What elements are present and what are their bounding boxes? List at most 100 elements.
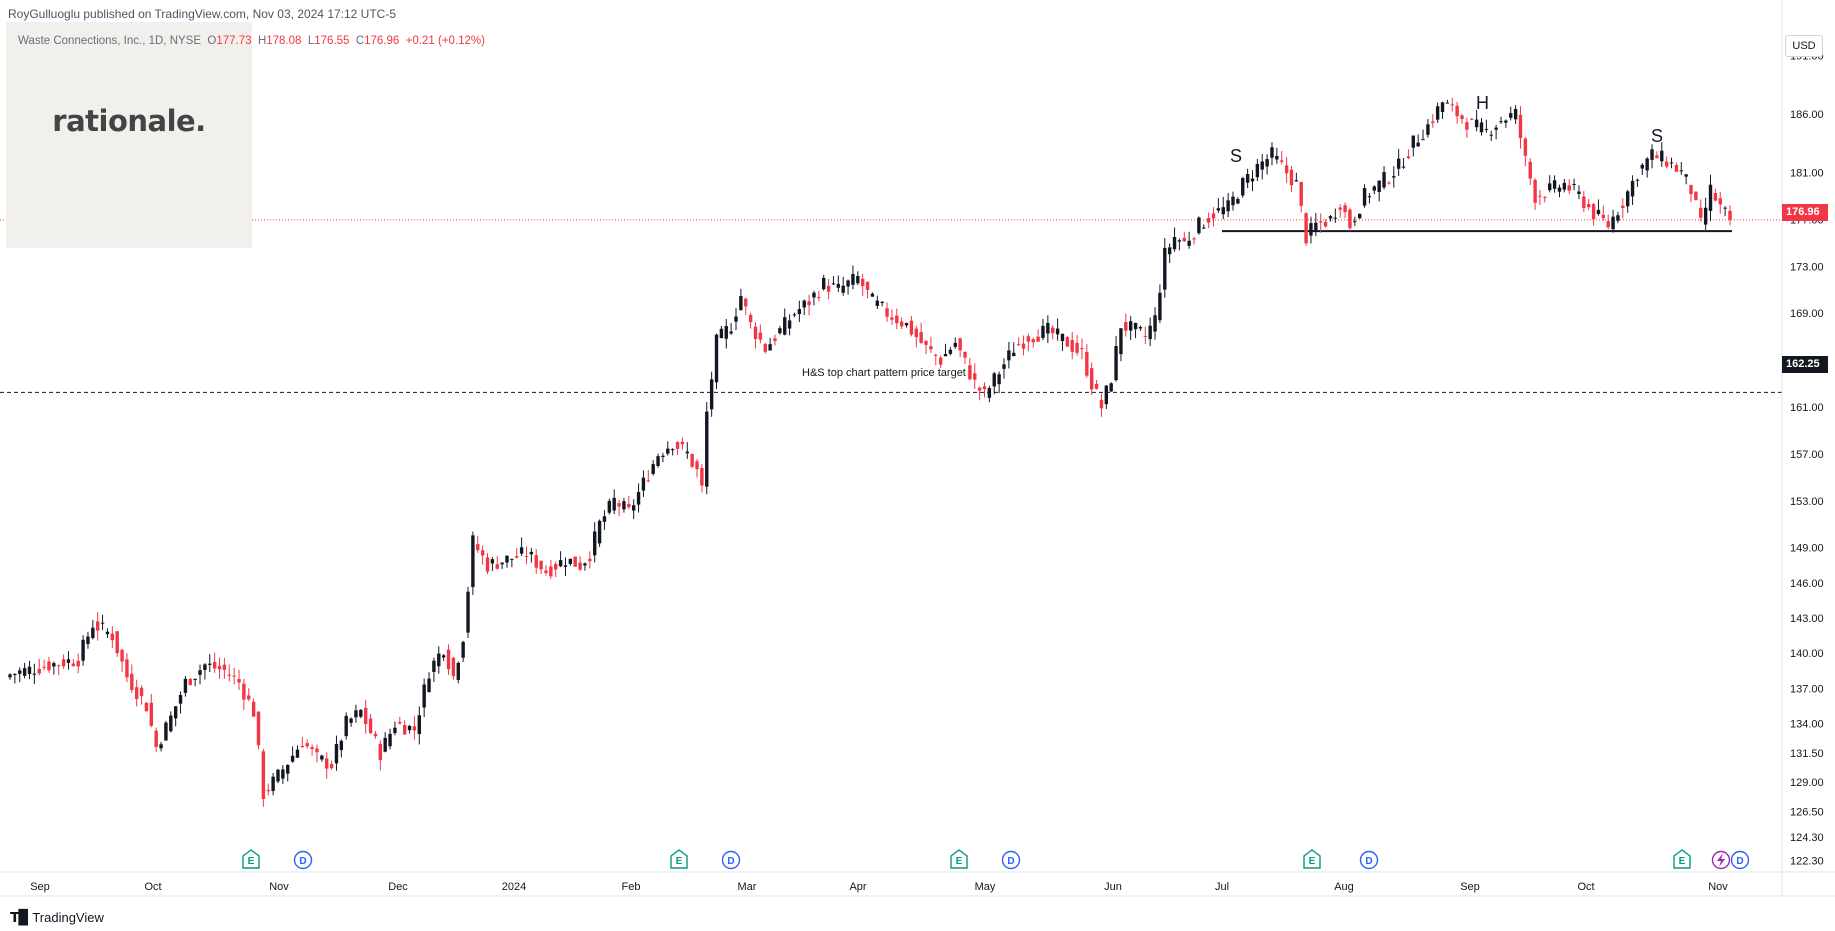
candle-body <box>1426 124 1430 135</box>
candle-body <box>1494 127 1498 130</box>
candle-body <box>1036 336 1040 342</box>
candle-body <box>685 451 689 454</box>
candle-body <box>139 687 144 696</box>
price-tick-label: 131.50 <box>1790 748 1824 760</box>
candle-body <box>865 281 870 290</box>
low-value: 176.55 <box>314 35 350 47</box>
candle-body <box>1309 223 1313 236</box>
earnings-marker-label: E <box>1679 856 1686 867</box>
candle-body <box>402 725 407 735</box>
candle-body <box>52 663 56 667</box>
high-value: 178.08 <box>266 35 302 47</box>
candle-body <box>349 718 353 723</box>
dividend-marker-label: D <box>299 856 306 867</box>
candle-body <box>441 655 446 658</box>
candle-body <box>1635 179 1640 181</box>
candle-body <box>1114 346 1118 381</box>
price-tick-label: 186.00 <box>1790 109 1824 121</box>
candle-body <box>295 749 300 758</box>
tradingview-footer[interactable]: 𝗧▉ TradingView <box>10 909 104 926</box>
candle-body <box>695 461 699 470</box>
candle-body <box>334 743 339 764</box>
candle-body <box>1177 240 1182 242</box>
candle-body <box>393 727 397 734</box>
candle-body <box>1265 159 1269 167</box>
candle-body <box>1133 322 1138 330</box>
candle-body <box>1421 139 1425 141</box>
candle-body <box>344 715 348 737</box>
time-tick-label: Oct <box>144 881 161 893</box>
candle-body <box>768 344 772 351</box>
candle-body <box>929 346 933 350</box>
candle-body <box>661 455 665 457</box>
candle-body <box>1348 209 1352 229</box>
candle-body <box>1392 176 1396 178</box>
candle-body <box>1080 348 1084 350</box>
candle-body <box>1153 315 1157 332</box>
candle-body <box>1065 337 1070 347</box>
symbol-legend[interactable]: Waste Connections, Inc., 1D, NYSE O177.7… <box>18 35 485 47</box>
candle-body <box>1640 164 1644 169</box>
candle-body <box>96 621 100 631</box>
candle-body <box>953 342 957 347</box>
candle-body <box>495 564 499 569</box>
candle-body <box>363 707 368 725</box>
candle-body <box>817 297 821 299</box>
candle-body <box>934 354 938 356</box>
candle-body <box>1543 197 1547 199</box>
candle-body <box>232 675 236 677</box>
left-shoulder-label: S <box>1230 146 1243 166</box>
candle-body <box>173 706 178 719</box>
candle-body <box>958 338 962 351</box>
candle-body <box>1499 121 1503 123</box>
candle-body <box>1016 344 1021 346</box>
candle-body <box>8 674 12 678</box>
candle-body <box>256 711 261 746</box>
candle-body <box>622 501 626 510</box>
candle-body <box>1713 192 1718 201</box>
candle-body <box>1294 180 1299 182</box>
candle-body <box>383 737 387 752</box>
price-tick-label: 161.00 <box>1790 402 1824 414</box>
candle-body <box>909 320 914 335</box>
currency-button[interactable]: USD <box>1785 35 1823 57</box>
price-tick-label: 143.00 <box>1790 613 1824 625</box>
price-tick-label: 140.00 <box>1790 648 1824 660</box>
target-price-tag: 162.25 <box>1782 356 1828 373</box>
candle-body <box>1582 196 1586 209</box>
candle-body <box>1509 113 1513 118</box>
candle-body <box>1465 122 1469 130</box>
candle-body <box>719 328 724 338</box>
candle-body <box>1567 185 1571 191</box>
candle-body <box>183 678 188 693</box>
candle-body <box>1577 191 1581 194</box>
candle-body <box>1455 105 1459 117</box>
candle-body <box>963 351 967 358</box>
close-label: C <box>355 35 365 47</box>
candle-body <box>130 673 134 691</box>
candle-body <box>490 559 495 564</box>
open-value: 177.73 <box>216 35 252 47</box>
candle-body <box>856 276 860 284</box>
candle-body <box>904 322 909 326</box>
candle-body <box>792 314 797 316</box>
candle-body <box>1304 213 1308 244</box>
candle-body <box>1611 216 1615 230</box>
candle-body <box>1655 155 1659 159</box>
candle-body <box>812 292 816 298</box>
candle-body <box>1538 195 1542 197</box>
candle-body <box>91 627 95 639</box>
candle-body <box>758 332 763 340</box>
dividend-marker-icon <box>293 850 313 870</box>
candle-body <box>188 678 192 685</box>
candle-body <box>66 659 71 663</box>
candle-body <box>310 746 314 749</box>
candle-body <box>1270 147 1274 158</box>
candle-body <box>973 373 977 380</box>
candle-body <box>1445 102 1450 104</box>
candle-body <box>71 663 76 666</box>
candle-body <box>529 551 534 555</box>
candle-body <box>1124 322 1128 331</box>
candle-body <box>1021 343 1026 349</box>
time-tick-label: May <box>975 881 996 893</box>
